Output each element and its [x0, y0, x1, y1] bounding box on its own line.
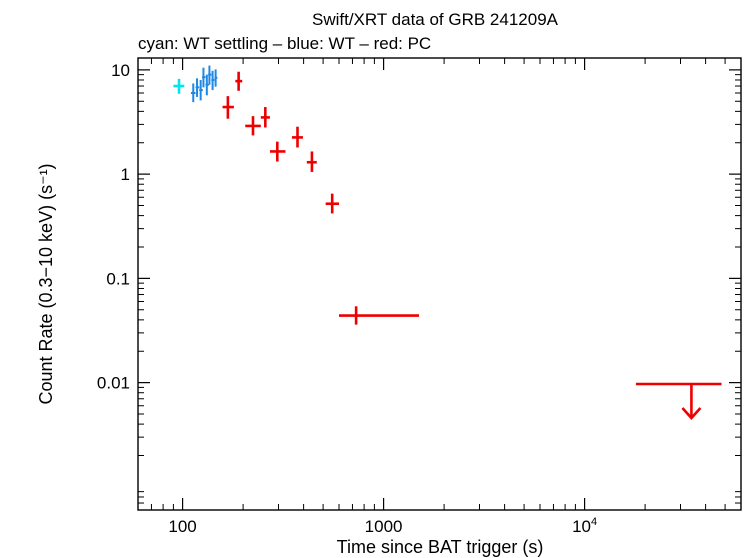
- x-axis-label: Time since BAT trigger (s): [337, 537, 544, 557]
- y-tick-label: 10: [111, 61, 130, 80]
- data-point: [173, 78, 185, 94]
- data-point: [325, 193, 339, 214]
- data-point: [214, 69, 218, 87]
- data-point: [260, 107, 270, 128]
- x-tick-label: 100: [168, 517, 196, 536]
- data-point: [190, 83, 196, 103]
- data-point: [195, 78, 200, 97]
- upper-limit: [635, 382, 722, 420]
- upper-limit-arrowhead: [681, 407, 702, 420]
- data-point: [205, 74, 209, 96]
- data-point: [339, 306, 419, 325]
- series-pc: [222, 71, 722, 420]
- series-wt-settling: [173, 78, 185, 94]
- data-point: [245, 116, 261, 136]
- x-tick-label: 1000: [365, 517, 403, 536]
- data-series: [173, 65, 722, 420]
- data-point: [291, 126, 303, 148]
- data-point: [208, 65, 212, 85]
- y-axis-label: Count Rate (0.3−10 keV) (s⁻¹): [36, 163, 56, 404]
- data-point: [222, 96, 234, 119]
- data-point: [235, 71, 243, 91]
- chart-subtitle: cyan: WT settling – blue: WT – red: PC: [138, 34, 431, 53]
- data-point: [269, 141, 286, 162]
- series-wt: [190, 65, 218, 103]
- x-tick-label: 104: [572, 516, 597, 536]
- plot-frame: [137, 57, 742, 511]
- data-point: [211, 70, 215, 91]
- y-tick-label: 0.1: [106, 269, 130, 288]
- axis-ticks: 100 1000 104 0.01 0.1 1 10: [97, 58, 741, 536]
- data-point: [202, 67, 206, 88]
- chart-title: Swift/XRT data of GRB 241209A: [312, 10, 559, 29]
- y-tick-label: 0.01: [97, 374, 130, 393]
- y-tick-label: 1: [121, 165, 130, 184]
- data-point: [306, 151, 317, 172]
- data-point: [199, 79, 203, 101]
